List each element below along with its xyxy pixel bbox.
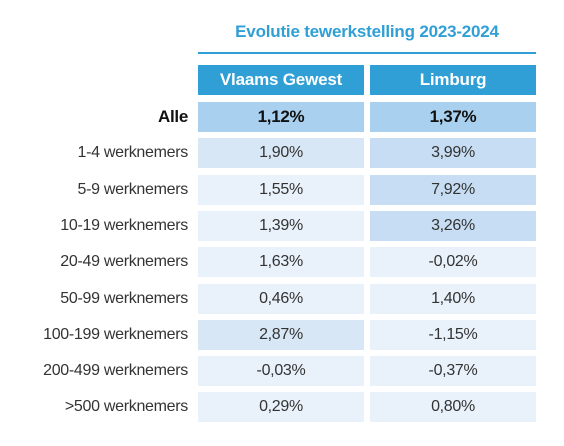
cell-vlaams-gewest: 1,39% [198, 211, 364, 241]
cell-limburg: -1,15% [370, 320, 536, 350]
cell-vlaams-gewest: 0,29% [198, 392, 364, 422]
cell-vlaams-gewest: 1,90% [198, 138, 364, 168]
cell-vlaams-gewest: -0,03% [198, 356, 364, 386]
row-label: 1-4 werknemers [77, 144, 188, 161]
cell-vlaams-gewest: 1,55% [198, 175, 364, 205]
cell-limburg: 1,37% [370, 102, 536, 132]
row-label: 20-49 werknemers [60, 253, 188, 270]
cell-vlaams-gewest: 1,12% [198, 102, 364, 132]
table-title: Evolutie tewerkstelling 2023-2024 [235, 22, 499, 41]
cell-vlaams-gewest: 2,87% [198, 320, 364, 350]
cell-limburg: 3,99% [370, 138, 536, 168]
row-label: 100-199 werknemers [43, 326, 188, 343]
row-label: Alle [158, 107, 188, 126]
row-label: >500 werknemers [64, 398, 188, 415]
cell-limburg: 7,92% [370, 175, 536, 205]
cell-limburg: 1,40% [370, 284, 536, 314]
cell-limburg: -0,37% [370, 356, 536, 386]
cell-limburg: -0,02% [370, 247, 536, 277]
cell-limburg: 0,80% [370, 392, 536, 422]
row-label: 5-9 werknemers [77, 181, 188, 198]
title-underline [198, 52, 536, 54]
column-header-vlaams-gewest: Vlaams Gewest [198, 65, 364, 95]
cell-vlaams-gewest: 1,63% [198, 247, 364, 277]
row-label: 50-99 werknemers [60, 290, 188, 307]
cell-vlaams-gewest: 0,46% [198, 284, 364, 314]
column-header-limburg: Limburg [370, 65, 536, 95]
row-label: 10-19 werknemers [60, 217, 188, 234]
row-label: 200-499 werknemers [43, 362, 188, 379]
cell-limburg: 3,26% [370, 211, 536, 241]
